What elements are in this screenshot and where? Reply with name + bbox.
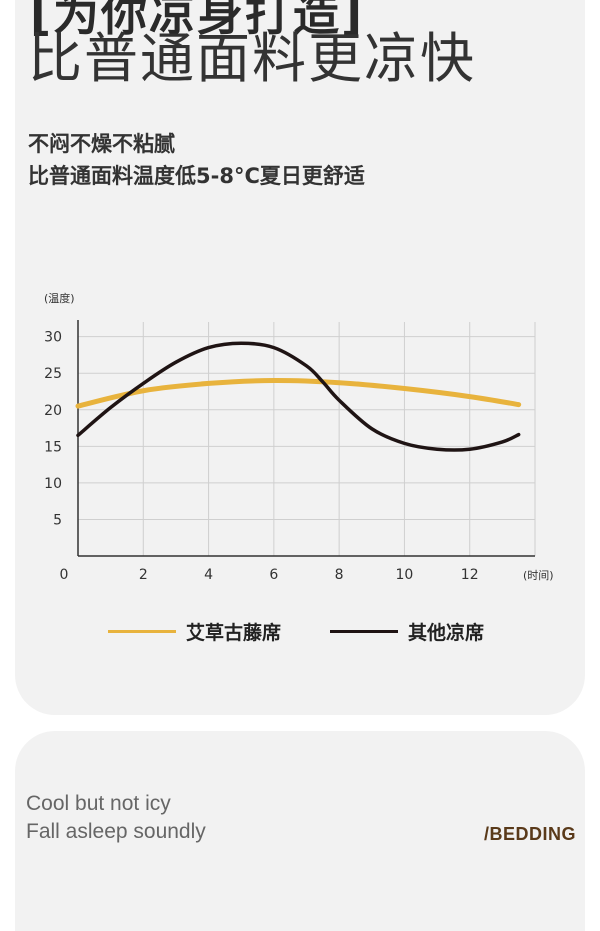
english-tagline-2: Fall asleep soundly [26, 820, 206, 843]
y-tick-label: 30 [44, 330, 62, 346]
x-tick-label: 6 [269, 567, 278, 583]
top-card [15, 0, 585, 715]
x-tick-label: 10 [396, 567, 414, 583]
y-tick-label: 10 [44, 476, 62, 492]
legend-item-aicao: 艾草古藤席 [108, 618, 281, 645]
legend-item-other: 其他凉席 [330, 618, 484, 645]
subtitle-line-1: 不闷不燥不粘腻 [28, 132, 175, 156]
x-tick-label: 4 [204, 567, 213, 583]
temperature-chart: 5 10 15 20 25 30 0 2 4 6 8 10 12 (温度) (时间) [44, 291, 554, 583]
x-tick-label: 12 [461, 567, 479, 583]
series-line-aicao [75, 377, 522, 409]
subtitle-line-2: 比普通面料温度低5-8°C夏日更舒适 [28, 164, 365, 188]
brand-label: /BEDDING [483, 824, 576, 844]
legend-label-aicao: 艾草古藤席 [186, 622, 282, 644]
y-tick-label: 25 [44, 366, 62, 382]
legend-swatch-dark [330, 630, 398, 633]
y-tick-label: 5 [53, 512, 62, 528]
y-tick-label: 20 [44, 403, 62, 419]
y-tick-label: 15 [44, 439, 62, 455]
x-tick-label: 8 [335, 567, 344, 583]
legend-swatch-gold [108, 630, 176, 633]
x-tick-label: 0 [60, 567, 69, 583]
page-title: 比普通面料更凉快 [28, 27, 476, 90]
x-axis-label: (时间) [523, 569, 554, 582]
series-line-other [76, 341, 521, 452]
x-tick-label: 2 [139, 567, 148, 583]
cropped-heading: [为你凉身打造] [30, 0, 365, 41]
english-tagline-1: Cool but not icy [26, 792, 171, 815]
legend-label-other: 其他凉席 [408, 622, 485, 644]
y-axis-label: (温度) [44, 291, 75, 305]
